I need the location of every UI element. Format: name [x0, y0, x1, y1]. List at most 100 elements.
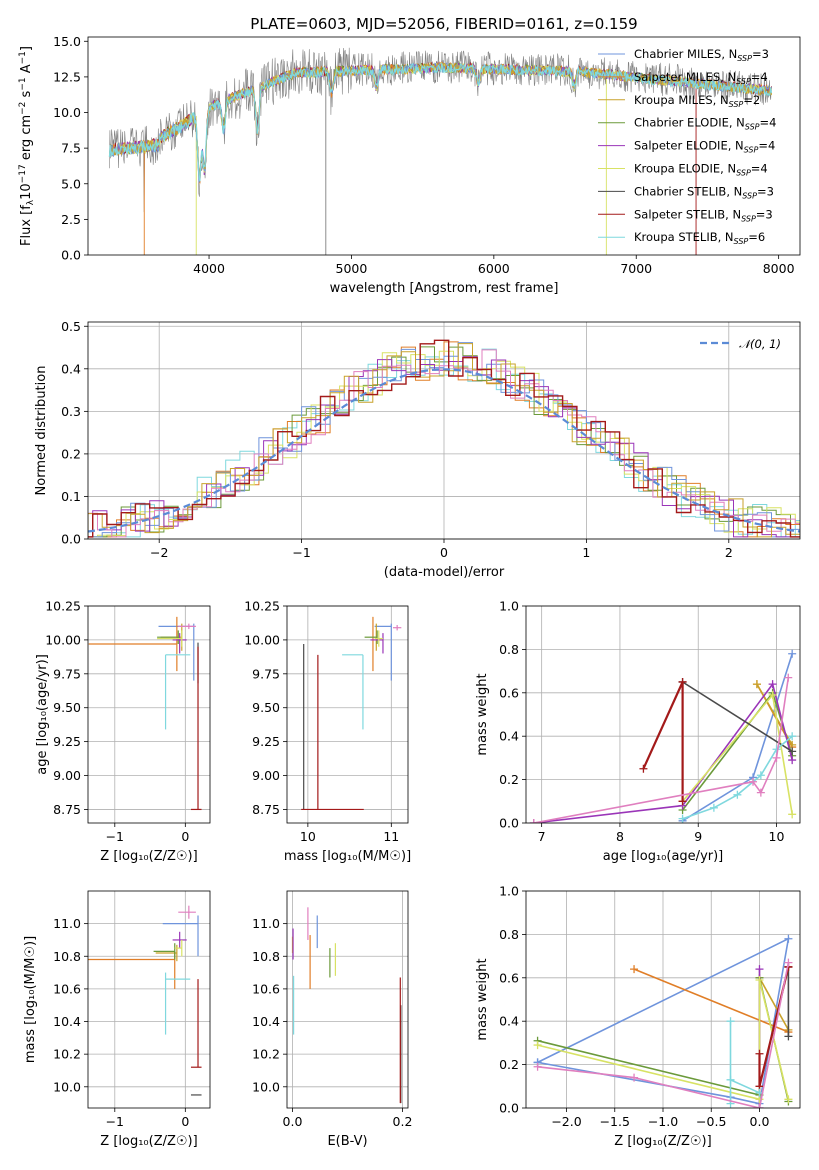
weight-marker-kroupa_elodie: [768, 690, 777, 699]
x-tick-label: −1: [292, 545, 310, 560]
weights-weight_vs_age: [529, 649, 797, 823]
errorbars-mass_vs_ebv: [291, 907, 402, 1104]
weight-line-chabrier_stelib: [682, 681, 793, 753]
weight-marker-kroupa_stelib: [678, 814, 687, 823]
weight-marker-salpeter_stelib: [678, 797, 687, 806]
x-axis-label: Z [log₁₀(Z/Z☉)]: [100, 849, 197, 864]
weight-marker-kroupa_stelib: [726, 1075, 735, 1084]
x-tick-label: 0: [181, 1114, 189, 1129]
y-tick-label: 1.0: [499, 884, 519, 899]
axes-frame: [87, 36, 801, 256]
weight-marker-pink: [755, 1104, 764, 1108]
weight-line-kroupa_elodie: [537, 979, 790, 1101]
x-tick-label: 7000: [620, 261, 652, 276]
y-tick-label: 10.4: [252, 1014, 280, 1029]
y-tick-label: 0.6: [499, 685, 519, 700]
weight-marker-kroupa_stelib: [733, 790, 742, 799]
histogram-salpeter_stelib: [88, 339, 800, 538]
y-tick-label: 10.25: [45, 599, 81, 614]
normal-curve: [88, 368, 800, 533]
y-axis-label: mass weight: [475, 673, 490, 755]
x-tick-label: 0.2: [393, 1114, 413, 1129]
x-axis-label: Z [log₁₀(Z/Z☉)]: [100, 1134, 197, 1149]
weight-marker-chabrier_miles: [788, 649, 797, 658]
x-tick-label: 1: [582, 545, 590, 560]
weight-marker-salpeter_elodie: [768, 680, 777, 689]
weight-marker-chabrier_stelib: [788, 747, 797, 756]
x-tick-label: 10: [300, 829, 316, 844]
y-tick-label: 0.3: [61, 404, 81, 419]
x-tick-label: −2: [150, 545, 168, 560]
y-tick-label: 10.6: [252, 981, 280, 996]
legend-label-chabrier_stelib: Chabrier STELIB, NSSP=3: [634, 184, 774, 200]
errorbars-mass_vs_Z: [88, 905, 202, 1096]
y-axis-label: mass weight: [475, 958, 490, 1040]
y-tick-label: 10.0: [53, 1079, 81, 1094]
weights-weight_vs_Z: [533, 934, 793, 1108]
x-tick-label: −1: [106, 1114, 124, 1129]
y-tick-label: 9.00: [53, 768, 81, 783]
legend-label-kroupa_elodie: Kroupa ELODIE, NSSP=4: [634, 162, 768, 178]
legend-label-salpeter_elodie: Salpeter ELODIE, NSSP=4: [634, 139, 775, 155]
y-tick-label: 0.4: [61, 361, 81, 376]
legend-label-chabrier_miles: Chabrier MILES, NSSP=3: [634, 47, 769, 63]
legend-label-kroupa_stelib: Kroupa STELIB, NSSP=6: [634, 230, 765, 246]
x-tick-label: 9: [694, 829, 702, 844]
y-tick-label: 10.2: [53, 1047, 81, 1062]
x-tick-label: 8: [616, 829, 624, 844]
weight-marker-kroupa_stelib: [709, 803, 718, 812]
weight-marker-pink: [772, 753, 781, 762]
weight-line-kroupa_stelib: [729, 1021, 760, 1104]
histogram-group: [88, 339, 800, 538]
y-tick-label: 9.50: [252, 700, 280, 715]
y-axis-label: age [log₁₀(age/yr)]: [35, 654, 50, 775]
weight-line-salpeter_miles: [633, 968, 789, 1033]
weight-marker-pink: [784, 673, 793, 682]
axes-frame: [87, 605, 211, 824]
x-axis-label: (data-model)/error: [384, 565, 505, 580]
y-tick-label: 11.0: [252, 916, 280, 931]
x-tick-label: −0.5: [696, 1114, 726, 1129]
weight-marker-salpeter_stelib: [639, 764, 648, 773]
x-axis-label: Z [log₁₀(Z/Z☉)]: [614, 1134, 711, 1149]
weight-line-pink: [533, 677, 790, 823]
weight-marker-kroupa_elodie: [533, 1041, 542, 1050]
spectrum-lines: [108, 47, 773, 255]
weight-marker-pink: [756, 788, 765, 797]
weight-line-pink: [537, 962, 790, 1108]
y-tick-label: 10.0: [252, 1079, 280, 1094]
errorbars-age_vs_mass: [301, 616, 402, 811]
weight-marker-pink: [784, 958, 793, 967]
x-tick-label: 10: [769, 829, 785, 844]
weight-line-kroupa_stelib: [682, 735, 793, 820]
weight-marker-salpeter_elodie: [788, 756, 797, 765]
x-tick-label: −2.0: [551, 1114, 581, 1129]
errorbars-age_vs_Z: [88, 616, 202, 811]
legend-label-salpeter_miles: Salpeter MILES, NSSP=4: [634, 70, 768, 86]
legend-label-salpeter_stelib: Salpeter STELIB, NSSP=3: [634, 207, 773, 223]
x-tick-label: 0: [181, 829, 189, 844]
weight-marker-pink: [630, 1073, 639, 1082]
x-tick-label: −1: [106, 829, 124, 844]
y-tick-label: 10.4: [53, 1014, 81, 1029]
weight-marker-salpeter_stelib: [755, 1049, 764, 1058]
y-tick-label: 0.4: [499, 729, 519, 744]
y-tick-label: 9.25: [53, 734, 81, 749]
weight-marker-pink: [533, 1062, 542, 1071]
x-tick-label: −1.5: [600, 1114, 630, 1129]
weight-marker-pink: [529, 819, 538, 823]
x-tick-label: −1.0: [648, 1114, 678, 1129]
histogram-kroupa_miles: [88, 343, 800, 538]
x-tick-label: 7: [538, 829, 546, 844]
weight-marker-chabrier_stelib: [784, 1032, 793, 1041]
y-tick-label: 2.5: [61, 212, 81, 227]
figure-title: PLATE=0603, MJD=52056, FIBERID=0161, z=0…: [250, 15, 637, 33]
y-tick-label: 10.2: [252, 1047, 280, 1062]
y-tick-label: 0.0: [499, 1101, 519, 1116]
y-tick-label: 0.0: [499, 816, 519, 831]
weight-marker-salpeter_stelib: [678, 677, 687, 686]
y-tick-label: 0.6: [499, 970, 519, 985]
y-axis-label: Flux [fλ10−17 erg cm−2 s−1 A−1]: [18, 46, 36, 246]
axes-frame: [286, 890, 409, 1109]
x-tick-label: 5000: [336, 261, 368, 276]
